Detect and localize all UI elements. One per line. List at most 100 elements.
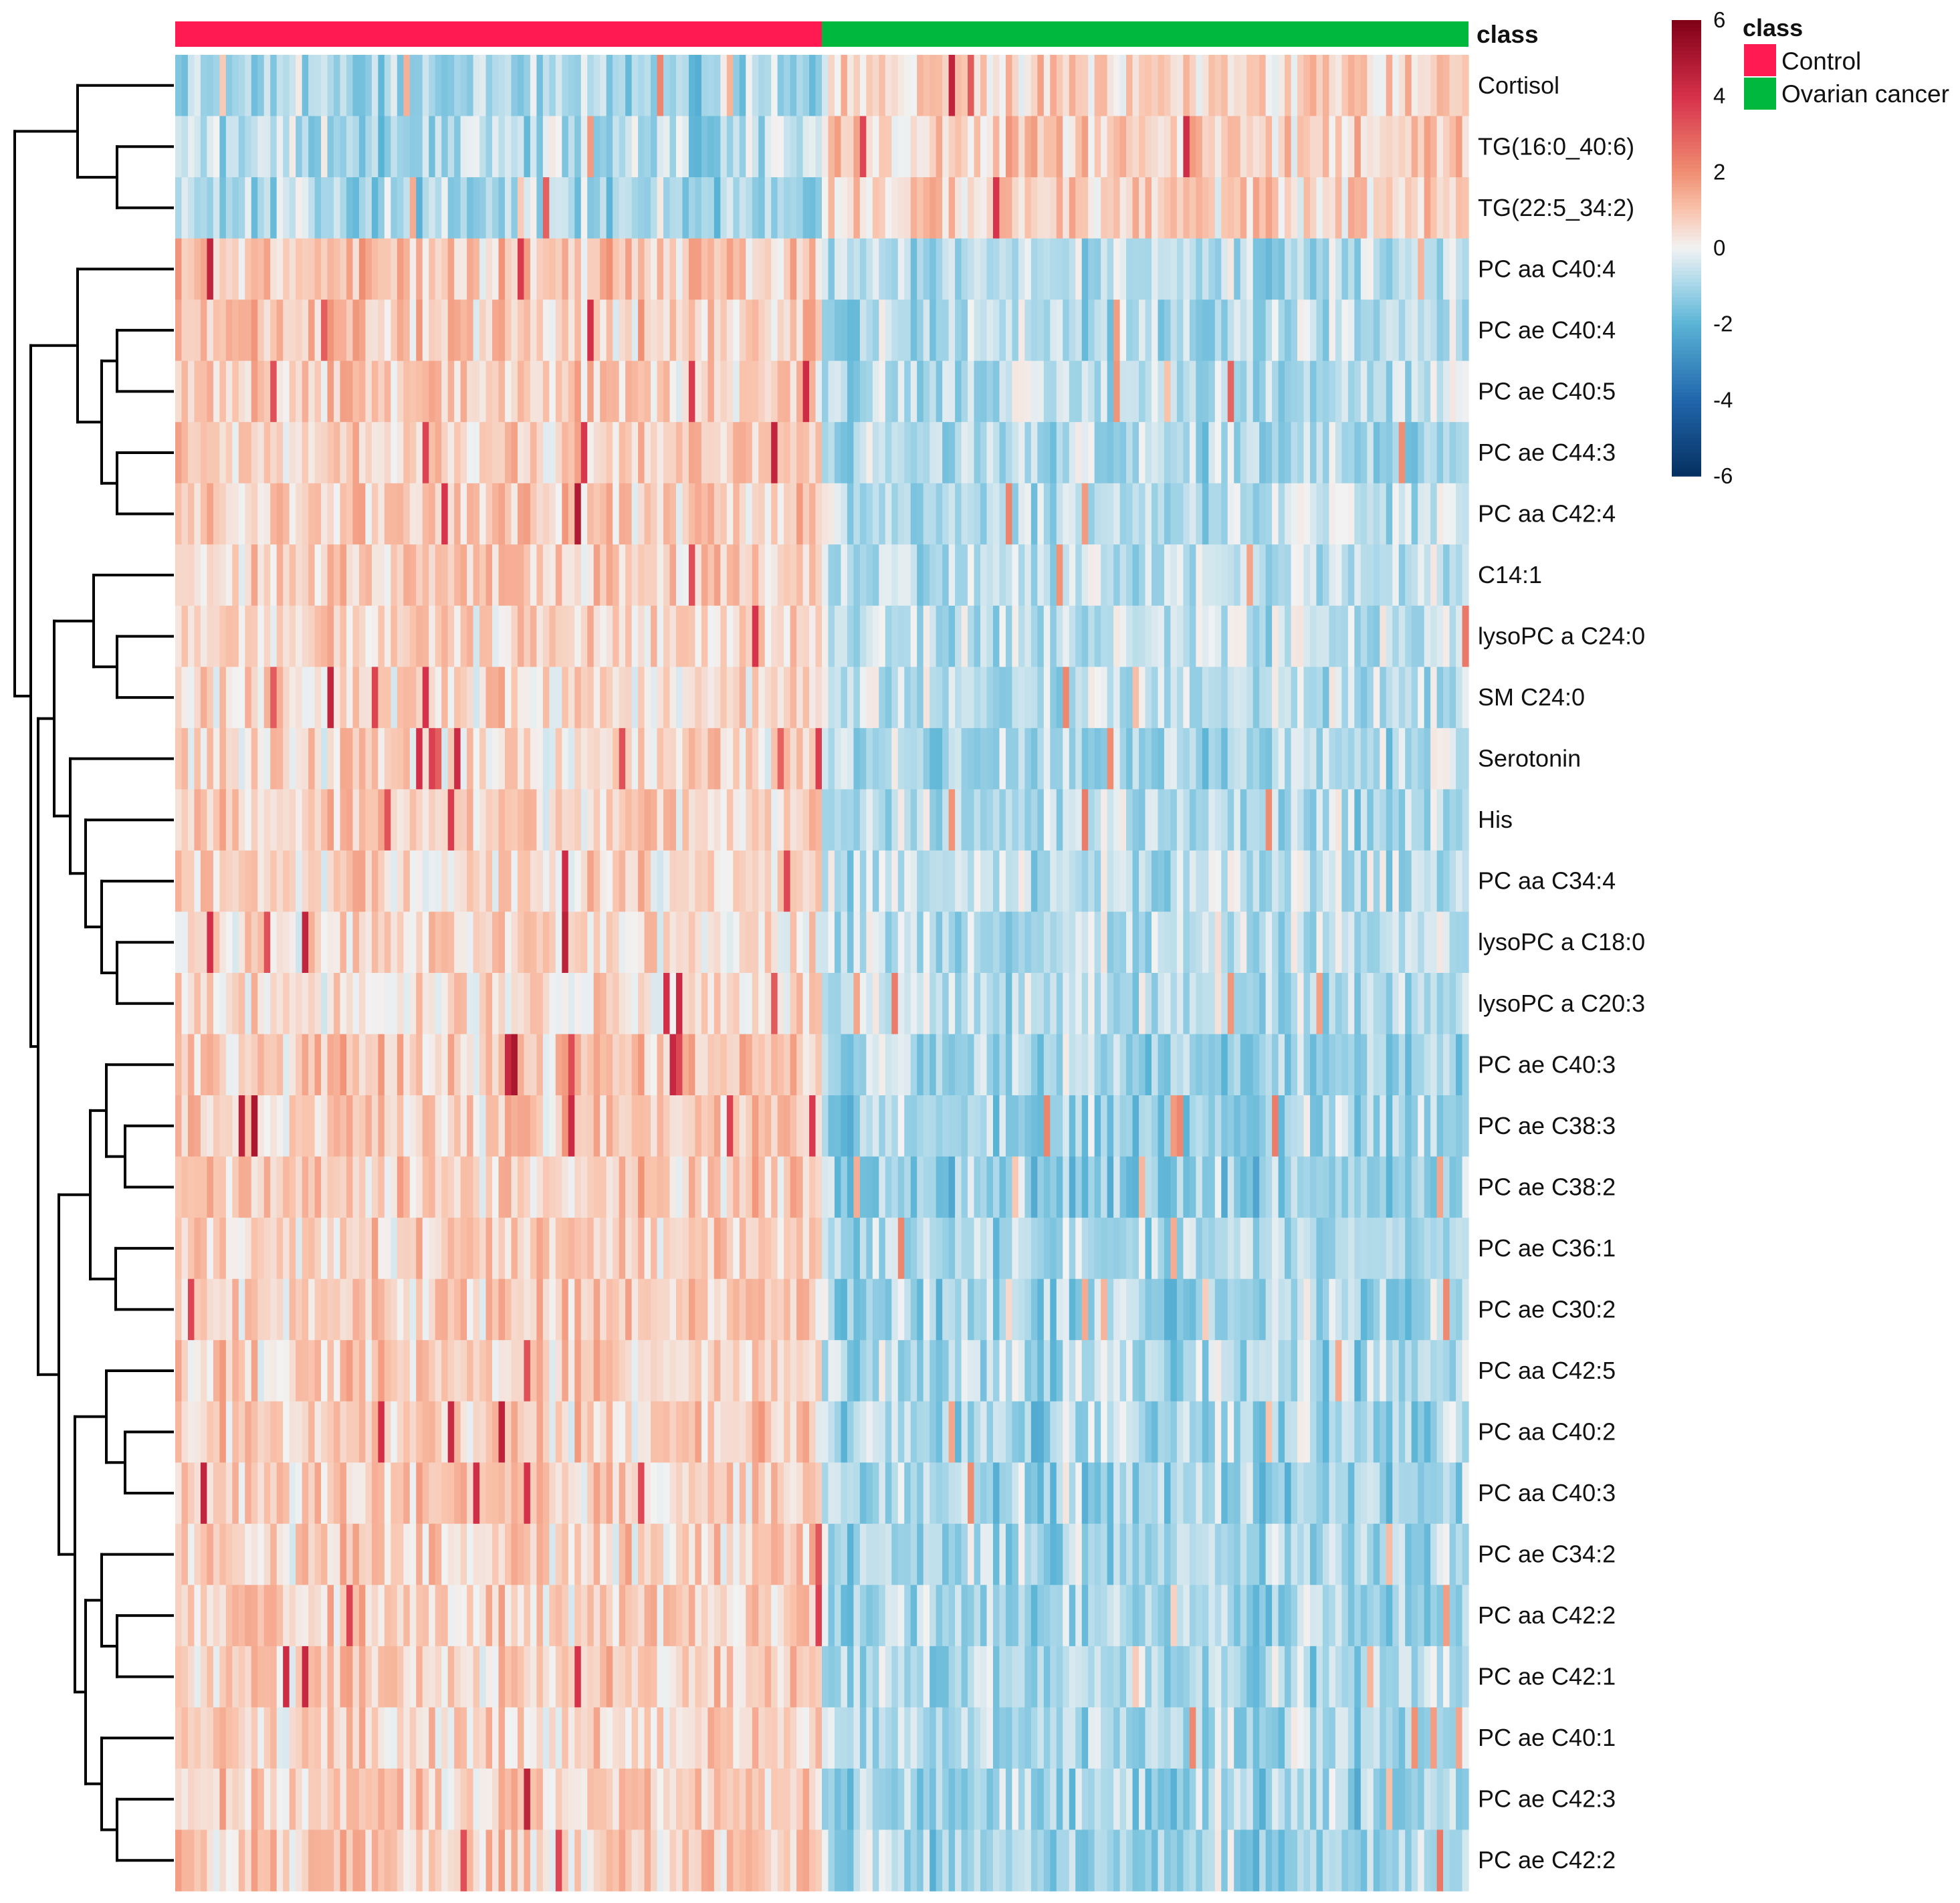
heatmap-cell — [796, 483, 804, 545]
heatmap-cell — [1246, 789, 1254, 851]
heatmap-cell — [1081, 544, 1089, 606]
heatmap-cell — [1081, 1278, 1089, 1341]
heatmap-cell — [365, 544, 372, 606]
heatmap-cell — [600, 422, 607, 484]
heatmap-cell — [473, 850, 480, 913]
heatmap-cell — [1030, 1218, 1038, 1280]
heatmap-cell — [1221, 55, 1228, 117]
heatmap-cell — [257, 544, 265, 606]
heatmap-cell — [296, 973, 303, 1035]
heatmap-cell — [257, 238, 265, 300]
heatmap-cell — [441, 483, 449, 545]
heatmap-cell — [739, 483, 746, 545]
heatmap-cell — [1227, 1278, 1234, 1341]
heatmap-cell — [187, 544, 195, 606]
heatmap-cell — [942, 973, 950, 1035]
heatmap-cell — [1126, 789, 1133, 851]
heatmap-cell — [752, 1278, 759, 1341]
heatmap-cell — [1246, 911, 1254, 974]
heatmap-cell — [613, 1095, 620, 1157]
heatmap-cell — [219, 1523, 227, 1585]
heatmap-cell — [638, 667, 645, 729]
heatmap-cell — [1424, 544, 1431, 606]
heatmap-cell — [321, 667, 328, 729]
class-annotation-bar — [175, 21, 1468, 47]
heatmap-cell — [980, 727, 988, 790]
heatmap-cell — [314, 1218, 322, 1280]
heatmap-cell — [948, 1340, 956, 1402]
heatmap-cell — [441, 55, 449, 117]
heatmap-cell — [923, 544, 930, 606]
heatmap-cell — [429, 1095, 436, 1157]
heatmap-cell — [682, 422, 689, 484]
heatmap-cell — [1335, 973, 1342, 1035]
heatmap-cell — [1139, 177, 1146, 239]
heatmap-cell — [1424, 973, 1431, 1035]
heatmap-cell — [1291, 544, 1298, 606]
heatmap-cell — [1176, 360, 1184, 423]
heatmap-cell — [574, 605, 582, 667]
heatmap-cell — [504, 1156, 512, 1218]
heatmap-cell — [885, 667, 892, 729]
heatmap-cell — [1411, 789, 1418, 851]
heatmap-cell — [897, 116, 905, 178]
heatmap-cell — [847, 1095, 854, 1157]
heatmap-cell — [416, 850, 423, 913]
heatmap-cell — [181, 55, 189, 117]
heatmap-cell — [784, 1462, 791, 1525]
heatmap-cell — [492, 850, 500, 913]
heatmap-cell — [587, 238, 594, 300]
heatmap-cell — [815, 177, 823, 239]
heatmap-cell — [485, 177, 493, 239]
heatmap-cell — [796, 911, 804, 974]
heatmap-cell — [1246, 360, 1254, 423]
heatmap-cell — [1183, 605, 1190, 667]
heatmap-cell — [283, 973, 290, 1035]
heatmap-cell — [606, 116, 613, 178]
heatmap-cell — [479, 1462, 487, 1525]
heatmap-cell — [974, 544, 981, 606]
heatmap-cell — [384, 544, 391, 606]
heatmap-cell — [923, 1218, 930, 1280]
heatmap-cell — [358, 1156, 366, 1218]
heatmap-cell — [562, 973, 569, 1035]
heatmap-cell — [1069, 1156, 1076, 1218]
heatmap-cell — [669, 1401, 677, 1463]
heatmap-cell — [930, 544, 937, 606]
heatmap-cell — [1170, 667, 1178, 729]
heatmap-cell — [498, 1095, 506, 1157]
heatmap-cell — [352, 544, 360, 606]
heatmap-cell — [352, 1218, 360, 1280]
heatmap-cell — [593, 1218, 601, 1280]
heatmap-cell — [1373, 1095, 1380, 1157]
heatmap-cell — [923, 973, 930, 1035]
heatmap-cell — [675, 360, 683, 423]
heatmap-cell — [1405, 1401, 1412, 1463]
heatmap-cell — [1018, 605, 1025, 667]
heatmap-cell — [1462, 300, 1469, 362]
heatmap-cell — [447, 911, 455, 974]
heatmap-cell — [675, 605, 683, 667]
heatmap-cell — [613, 1401, 620, 1463]
heatmap-cell — [1456, 1462, 1463, 1525]
heatmap-cell — [238, 177, 245, 239]
heatmap-cell — [859, 483, 867, 545]
heatmap-cell — [467, 973, 474, 1035]
heatmap-cell — [352, 1034, 360, 1096]
heatmap-cell — [638, 422, 645, 484]
heatmap-cell — [1164, 1218, 1172, 1280]
heatmap-cell — [1405, 727, 1412, 790]
heatmap-cell — [726, 1034, 734, 1096]
heatmap-cell — [1436, 300, 1444, 362]
heatmap-cell — [549, 177, 556, 239]
heatmap-cell — [1424, 1218, 1431, 1280]
heatmap-cell — [562, 55, 569, 117]
heatmap-cell — [409, 1034, 417, 1096]
heatmap-cell — [968, 605, 975, 667]
heatmap-cell — [358, 238, 366, 300]
heatmap-cell — [283, 177, 290, 239]
heatmap-cell — [187, 850, 195, 913]
heatmap-cell — [815, 544, 823, 606]
heatmap-cell — [460, 727, 467, 790]
heatmap-cell — [568, 850, 575, 913]
